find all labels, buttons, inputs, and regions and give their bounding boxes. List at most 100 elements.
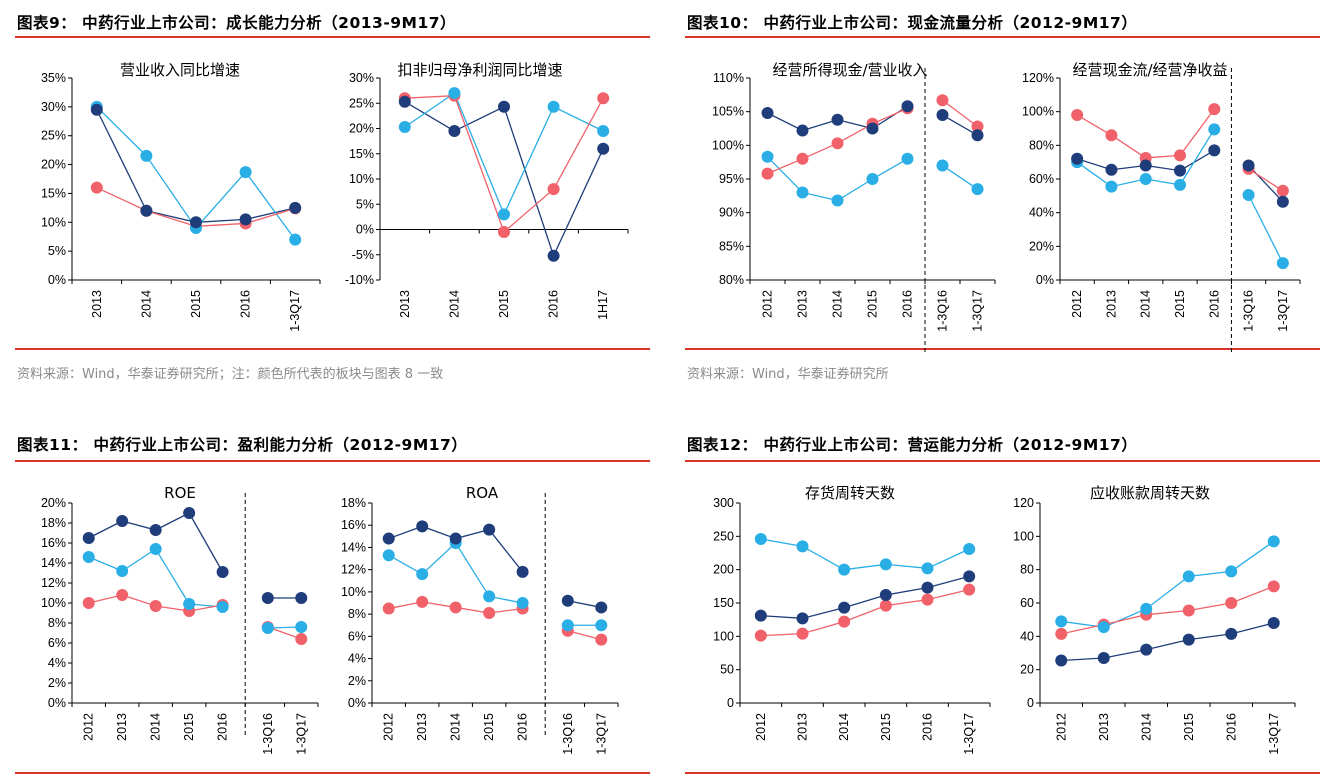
y-tick-label: 2% [348, 674, 366, 688]
data-point [398, 120, 411, 133]
data-point [879, 599, 892, 612]
data-point [595, 601, 608, 614]
data-point [1071, 109, 1084, 122]
x-tick-label: 1-3Q17 [1267, 713, 1281, 755]
y-tick-label: 4% [48, 656, 66, 670]
bottom-rule [15, 348, 650, 350]
y-tick-label: 100 [713, 629, 734, 643]
x-tick-label: 1-3Q16 [936, 290, 950, 332]
data-point [838, 563, 851, 576]
x-tick-label: 2016 [1207, 290, 1221, 318]
x-tick-label: 2013 [796, 713, 810, 741]
series-line [767, 156, 908, 202]
data-point [879, 558, 892, 571]
data-point [838, 615, 851, 628]
data-point [971, 120, 984, 133]
data-point [82, 551, 95, 563]
series-line [1076, 108, 1215, 159]
x-tick-label: 1H17 [596, 290, 610, 320]
data-point [1139, 159, 1152, 172]
x-tick-label: 2016 [921, 713, 935, 741]
data-point [1182, 604, 1195, 617]
x-tick-label: 1-3Q17 [288, 290, 302, 332]
data-point [971, 129, 984, 142]
y-tick-label: 0% [48, 273, 66, 287]
data-point [866, 122, 879, 135]
data-point [1242, 159, 1255, 172]
y-tick-label: -10% [345, 273, 374, 287]
title-rule [685, 460, 1320, 462]
data-point [149, 543, 162, 555]
data-point [1225, 597, 1238, 609]
data-point [1225, 627, 1238, 640]
x-tick-label: 2015 [866, 290, 880, 318]
x-tick-label: 2014 [837, 713, 851, 741]
x-tick-label: 1-3Q16 [261, 713, 275, 755]
chart-title: 经营现金流/经营净收益 [1072, 61, 1227, 79]
data-point [936, 109, 949, 122]
data-point [754, 533, 767, 545]
data-point [936, 159, 949, 172]
data-point [190, 216, 202, 229]
y-tick-label: 30% [349, 71, 374, 85]
y-tick-label: 60 [1020, 596, 1034, 610]
data-point [1225, 565, 1238, 578]
data-point [289, 201, 302, 214]
data-point [183, 507, 196, 519]
data-point [149, 600, 162, 612]
data-point [1208, 144, 1221, 157]
data-point [597, 125, 610, 138]
x-tick-label: 2015 [182, 713, 196, 741]
figure-10: 图表10： 中药行业上市公司：现金流量分析（2012-9M17） 资料来源：Wi… [685, 8, 1320, 388]
x-tick-label: 2013 [796, 290, 810, 318]
data-point [963, 583, 976, 596]
x-tick-label: 2015 [482, 713, 496, 741]
y-tick-label: 12% [341, 563, 366, 577]
data-point [498, 226, 510, 239]
x-tick-label: 2016 [239, 290, 253, 318]
y-tick-label: 15% [41, 186, 66, 200]
y-tick-label: 16% [341, 518, 366, 532]
x-tick-label: 2013 [115, 713, 129, 741]
data-point [140, 204, 153, 217]
data-point [831, 113, 844, 126]
y-tick-label: 16% [41, 536, 66, 550]
y-tick-label: 95% [719, 172, 744, 186]
data-point [483, 590, 496, 603]
y-tick-label: 0 [1027, 696, 1034, 710]
y-tick-label: 35% [41, 71, 66, 85]
data-point [1267, 617, 1280, 629]
data-point [289, 233, 302, 246]
data-point [831, 137, 844, 150]
series-line [388, 541, 523, 604]
data-point [183, 598, 196, 610]
y-tick-label: 300 [713, 496, 734, 510]
data-point [116, 589, 129, 601]
y-tick-label: 10% [341, 585, 366, 599]
data-point [879, 589, 892, 601]
series-line [1061, 585, 1274, 635]
data-point [561, 619, 574, 632]
y-tick-label: 14% [341, 540, 366, 554]
data-point [796, 186, 809, 199]
y-tick-label: 10% [349, 172, 374, 186]
y-tick-label: 6% [348, 629, 366, 643]
chart-title: ROE [164, 484, 196, 502]
data-point [796, 627, 809, 640]
x-tick-label: 2012 [1070, 290, 1084, 318]
series-line [1248, 168, 1284, 192]
x-tick-label: 2012 [382, 713, 396, 741]
series-line [1248, 165, 1284, 203]
y-tick-label: 0 [727, 696, 734, 710]
x-tick-label: 2014 [449, 713, 463, 741]
data-point [1071, 152, 1084, 165]
data-point [1055, 627, 1068, 640]
figure-11: 图表11： 中药行业上市公司：盈利能力分析（2012-9M17） [15, 433, 650, 778]
y-tick-label: 120% [1022, 71, 1054, 85]
series-line [1247, 194, 1284, 264]
data-point [116, 515, 129, 527]
data-point [239, 166, 252, 179]
y-tick-label: 18% [341, 496, 366, 510]
data-point [82, 597, 95, 609]
